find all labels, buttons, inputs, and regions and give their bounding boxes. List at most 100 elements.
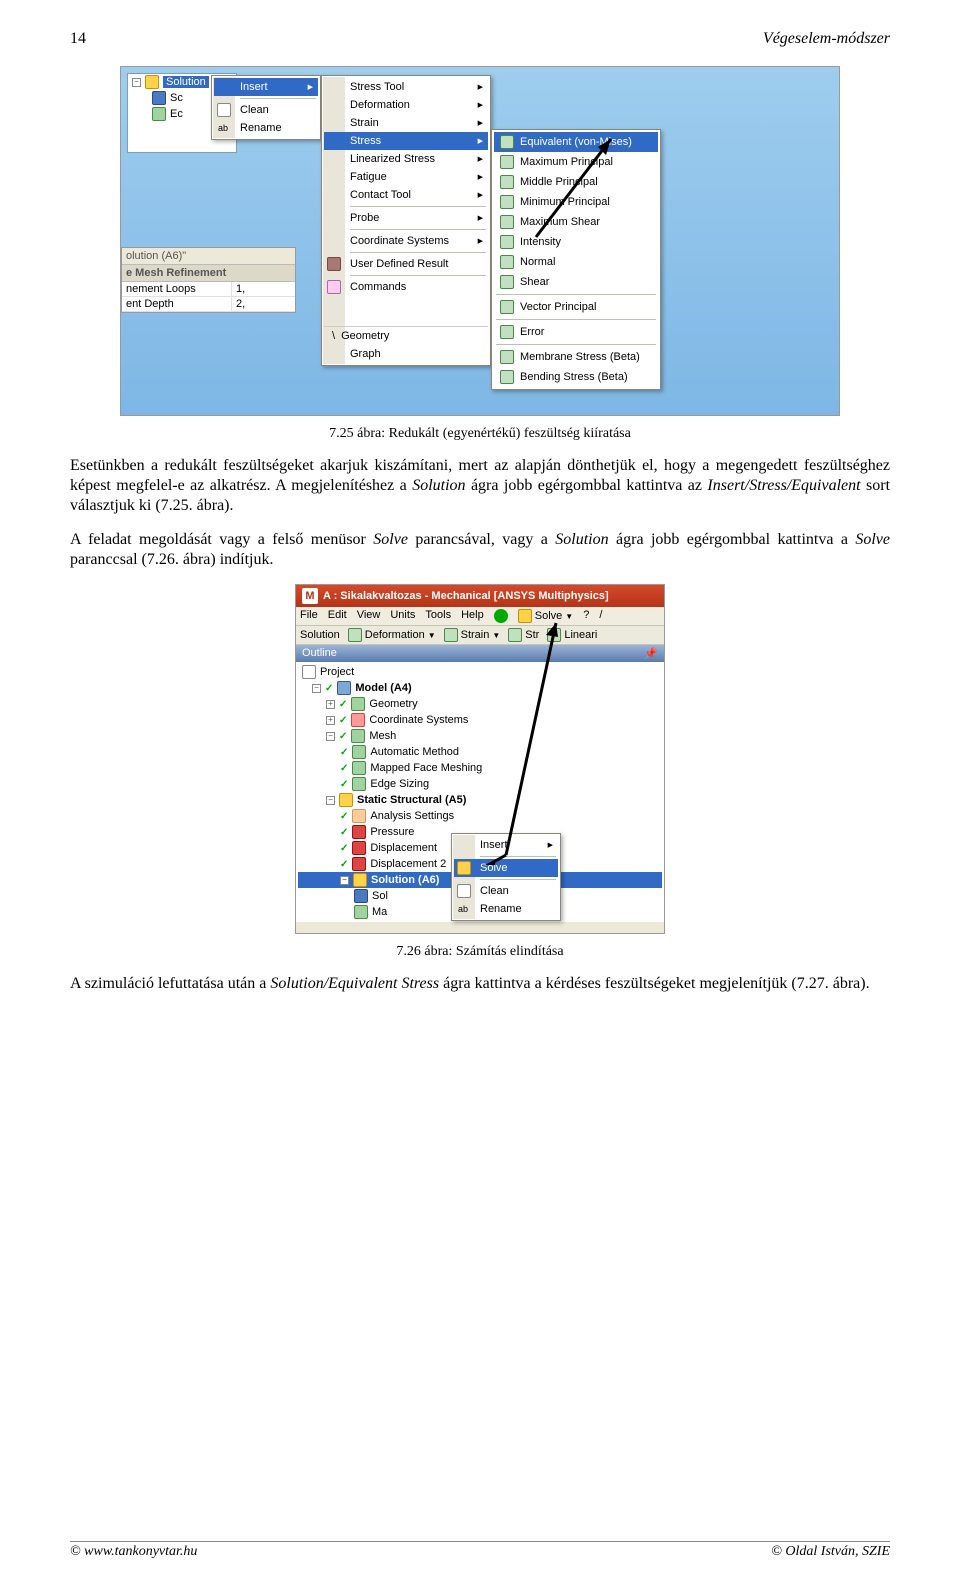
tree-geometry[interactable]: +✓Geometry xyxy=(298,696,662,712)
lbl: Insert xyxy=(480,839,508,851)
status-ok-icon xyxy=(494,609,508,623)
menu-help-q2[interactable]: / xyxy=(599,609,602,623)
lbl: Lineari xyxy=(564,629,597,641)
tb-str[interactable]: Str xyxy=(508,628,539,642)
sub-contact[interactable]: Contact Tool▶ xyxy=(324,186,488,204)
ctx-insert[interactable]: Insert ▶ xyxy=(214,78,318,96)
ctx-rename-2[interactable]: abRename xyxy=(454,900,558,918)
lbl: Strain xyxy=(461,629,490,641)
check-icon: ✓ xyxy=(340,827,348,838)
menu-file[interactable]: File xyxy=(300,609,318,623)
stress-midprin[interactable]: Middle Principal xyxy=(494,172,658,192)
stress-bending[interactable]: Bending Stress (Beta) xyxy=(494,367,658,387)
stress-vonmises[interactable]: Equivalent (von-Mises) xyxy=(494,132,658,152)
submenu-arrow-icon: ▶ xyxy=(308,83,313,91)
ctx-rename[interactable]: ab Rename xyxy=(214,119,318,137)
sigma-icon xyxy=(500,235,514,249)
geometry-icon xyxy=(351,697,365,711)
sub-strain[interactable]: Strain▶ xyxy=(324,114,488,132)
txt: ágra jobb egérgombbal kattintva a xyxy=(609,531,856,548)
lbl: Vector Principal xyxy=(520,301,596,313)
sub-deformation[interactable]: Deformation▶ xyxy=(324,96,488,114)
tab-geometry[interactable]: \Geometry xyxy=(324,326,488,345)
menu-edit[interactable]: Edit xyxy=(328,609,347,623)
tree-analysis[interactable]: ✓Analysis Settings xyxy=(298,808,662,824)
tb-deformation[interactable]: Deformation▼ xyxy=(348,628,436,642)
expand-icon[interactable]: + xyxy=(326,716,335,725)
clean-icon xyxy=(217,103,231,117)
ctx-clean-2[interactable]: Clean xyxy=(454,882,558,900)
mesh-icon xyxy=(351,729,365,743)
stress-error[interactable]: Error xyxy=(494,322,658,342)
ctx-clean[interactable]: Clean xyxy=(214,101,318,119)
lbl: Strain xyxy=(350,117,379,129)
sigma-icon xyxy=(348,628,362,642)
sub-stress[interactable]: Stress▶ xyxy=(324,132,488,150)
lbl: Membrane Stress (Beta) xyxy=(520,351,640,363)
paragraph-2: A feladat megoldását vagy a felső menüso… xyxy=(70,530,890,570)
menu-help-q[interactable]: ? xyxy=(583,609,589,623)
tb-lineari[interactable]: Lineari xyxy=(547,628,597,642)
stress-shear[interactable]: Shear xyxy=(494,272,658,292)
sub-linstress[interactable]: Linearized Stress▶ xyxy=(324,150,488,168)
lbl: Sol xyxy=(372,890,388,902)
txt: ágra kattintva a kérdéses feszültségeket… xyxy=(439,975,870,992)
stress-membrane[interactable]: Membrane Stress (Beta) xyxy=(494,347,658,367)
sub-fatigue[interactable]: Fatigue▶ xyxy=(324,168,488,186)
lbl: Solve xyxy=(535,610,563,622)
prop-row: ent Depth2, xyxy=(122,297,295,312)
stress-normal[interactable]: Normal xyxy=(494,252,658,272)
stress-maxprin[interactable]: Maximum Principal xyxy=(494,152,658,172)
prop-section: e Mesh Refinement xyxy=(122,265,295,282)
solution-icon xyxy=(353,873,367,887)
prop-key: ent Depth xyxy=(122,297,232,311)
app-logo-icon: M xyxy=(302,588,318,604)
lbl: Mapped Face Meshing xyxy=(370,762,482,774)
prop-row: nement Loops1, xyxy=(122,282,295,297)
collapse-icon[interactable]: − xyxy=(340,876,349,885)
collapse-icon[interactable]: − xyxy=(326,796,335,805)
lbl: Shear xyxy=(520,276,549,288)
toolbar-solve-button[interactable]: Solve ▼ xyxy=(518,609,573,623)
tree-mapped[interactable]: ✓Mapped Face Meshing xyxy=(298,760,662,776)
sub-stress-tool[interactable]: Stress Tool▶ xyxy=(324,78,488,96)
tb-strain[interactable]: Strain▼ xyxy=(444,628,501,642)
menu-view[interactable]: View xyxy=(357,609,381,623)
tb-solution[interactable]: Solution xyxy=(300,629,340,641)
tree-automethod[interactable]: ✓Automatic Method xyxy=(298,744,662,760)
txt: paranccsal (7.26. ábra) indítjuk. xyxy=(70,551,273,568)
chevron-down-icon: ▼ xyxy=(428,631,436,640)
arrow-icon: ▶ xyxy=(548,841,553,849)
disp-icon xyxy=(352,857,366,871)
tree-edge[interactable]: ✓Edge Sizing xyxy=(298,776,662,792)
item-icon xyxy=(354,889,368,903)
tree-project[interactable]: Project xyxy=(298,664,662,680)
ctx-solve[interactable]: Solve xyxy=(454,859,558,877)
project-icon xyxy=(302,665,316,679)
tree-mesh[interactable]: −✓Mesh xyxy=(298,728,662,744)
sub-coord[interactable]: Coordinate Systems▶ xyxy=(324,232,488,250)
sub-commands[interactable]: Commands xyxy=(324,278,488,296)
menu-help[interactable]: Help xyxy=(461,609,484,623)
lbl: Mesh xyxy=(369,730,396,742)
stress-maxshear[interactable]: Maximum Shear xyxy=(494,212,658,232)
collapse-icon[interactable]: − xyxy=(312,684,321,693)
expand-icon[interactable]: + xyxy=(326,700,335,709)
collapse-icon[interactable]: − xyxy=(132,78,141,87)
stress-vector[interactable]: Vector Principal xyxy=(494,297,658,317)
menu-units[interactable]: Units xyxy=(390,609,415,623)
sub-udr[interactable]: User Defined Result xyxy=(324,255,488,273)
tree-model[interactable]: −✓Model (A4) xyxy=(298,680,662,696)
pin-icon[interactable]: 📌 xyxy=(644,647,658,660)
ctx-label: Clean xyxy=(240,104,269,116)
stress-minprin[interactable]: Minimum Principal xyxy=(494,192,658,212)
menu-tools[interactable]: Tools xyxy=(425,609,451,623)
lbl: Displacement 2 xyxy=(370,858,446,870)
tab-graph[interactable]: Graph xyxy=(324,345,488,363)
collapse-icon[interactable]: − xyxy=(326,732,335,741)
tree-static[interactable]: −Static Structural (A5) xyxy=(298,792,662,808)
stress-intensity[interactable]: Intensity xyxy=(494,232,658,252)
sub-probe[interactable]: Probe▶ xyxy=(324,209,488,227)
ctx-insert-2[interactable]: Insert ▶ xyxy=(454,836,558,854)
tree-coord[interactable]: +✓Coordinate Systems xyxy=(298,712,662,728)
